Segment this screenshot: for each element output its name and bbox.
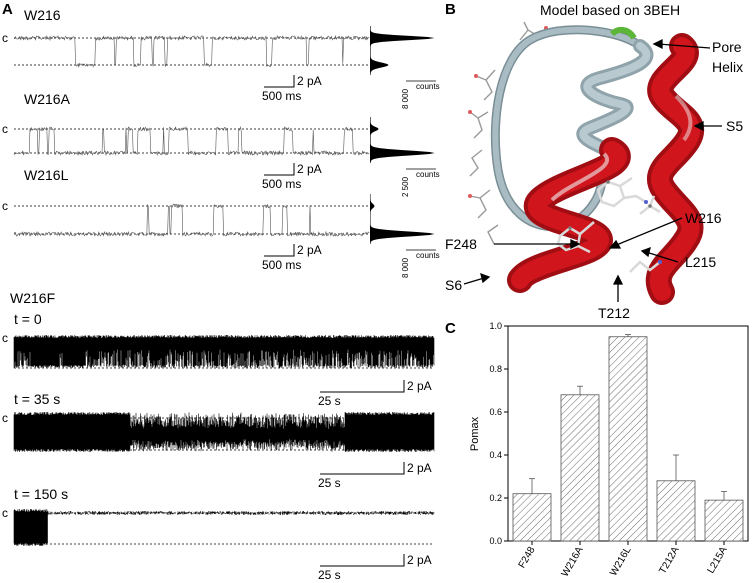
w216f-time-label: t = 35 s bbox=[14, 391, 60, 407]
panel-a-label: A bbox=[2, 1, 13, 18]
panel-b-label: B bbox=[445, 1, 456, 18]
label-f248: F248 bbox=[445, 236, 477, 252]
amplitude-histogram bbox=[370, 26, 435, 75]
model-annotation-arrows bbox=[463, 38, 722, 302]
label-l215: L215 bbox=[685, 254, 716, 270]
trace-title: W216 bbox=[24, 7, 61, 23]
scale-time-label: 25 s bbox=[318, 476, 341, 490]
scale-current-label: 2 pA bbox=[297, 74, 322, 88]
scale-current-label: 2 pA bbox=[297, 162, 322, 176]
histogram-axis-label: counts bbox=[416, 170, 440, 179]
current-trace bbox=[13, 509, 435, 546]
scale-bar bbox=[320, 554, 405, 567]
w216f-time-label: t = 150 s bbox=[14, 486, 68, 502]
scale-bar bbox=[320, 380, 405, 393]
trace-title: W216L bbox=[24, 167, 69, 183]
scale-bar bbox=[264, 244, 295, 257]
y-tick-label: 0.4 bbox=[489, 450, 502, 460]
x-tick-label: T212A bbox=[657, 545, 681, 576]
y-tick-label: 1.0 bbox=[489, 321, 502, 331]
panel-c-label: C bbox=[445, 320, 456, 337]
current-trace bbox=[13, 125, 370, 157]
scale-time-label: 500 ms bbox=[262, 258, 301, 272]
label-w216: W216 bbox=[685, 210, 722, 226]
x-tick-label: W216A bbox=[560, 545, 586, 579]
scale-time-label: 500 ms bbox=[262, 89, 301, 103]
current-trace bbox=[13, 203, 370, 237]
scale-bar bbox=[264, 75, 295, 88]
y-tick-label: 0.0 bbox=[489, 536, 502, 546]
label-pore: Pore bbox=[712, 39, 742, 55]
scale-time-label: 25 s bbox=[318, 394, 341, 408]
bar-l215a bbox=[704, 499, 744, 542]
w216f-row-3: t = 150 s c 2 pA 25 s bbox=[2, 486, 435, 582]
current-trace bbox=[13, 34, 370, 68]
scale-current-label: 2 pA bbox=[297, 243, 322, 257]
closed-level-label: c bbox=[2, 331, 8, 345]
amplitude-histogram bbox=[370, 117, 435, 163]
amplitude-histogram bbox=[370, 194, 435, 244]
closed-level-label: c bbox=[2, 506, 8, 520]
w216f-row-1: t = 0 c 2 pA 25 s bbox=[2, 311, 435, 408]
w216f-title: W216F bbox=[10, 290, 55, 306]
label-t212: T212 bbox=[598, 305, 630, 321]
scale-current-label: 2 pA bbox=[407, 553, 432, 567]
histogram-count-tick: 2 500 bbox=[401, 176, 410, 197]
bar-t212a bbox=[656, 480, 696, 542]
pomax-bar-chart: 0.0 0.2 0.4 0.6 0.8 1.0 Pomax F248 W216A W216L T21… bbox=[469, 321, 749, 579]
closed-level-label: c bbox=[2, 199, 8, 213]
histogram-count-tick: 8 000 bbox=[401, 257, 410, 278]
bar-w216l bbox=[608, 336, 648, 542]
scale-time-label: 500 ms bbox=[262, 177, 301, 191]
bar-f248 bbox=[512, 493, 552, 542]
closed-level-label: c bbox=[2, 122, 8, 136]
scale-current-label: 2 pA bbox=[407, 379, 432, 393]
scale-bar bbox=[320, 462, 405, 475]
y-axis-label: Pomax bbox=[469, 416, 481, 451]
closed-level-label: c bbox=[2, 31, 8, 45]
label-s6: S6 bbox=[445, 277, 462, 293]
model-title: Model based on 3BEH bbox=[540, 2, 680, 18]
histogram-axis-label: counts bbox=[416, 82, 440, 91]
current-trace bbox=[13, 335, 435, 368]
histogram-count-tick: 8 000 bbox=[401, 88, 410, 109]
x-tick-label: L215A bbox=[706, 545, 730, 576]
bar-w216a bbox=[560, 394, 600, 542]
y-tick-label: 0.2 bbox=[489, 493, 502, 503]
protein-model bbox=[468, 21, 704, 305]
x-tick-label: W216L bbox=[608, 545, 634, 578]
y-tick-label: 0.8 bbox=[489, 364, 502, 374]
w216f-row-2: t = 35 s c 2 pA 25 s bbox=[2, 391, 435, 490]
closed-level-label: c bbox=[2, 411, 8, 425]
y-tick-label: 0.6 bbox=[489, 407, 502, 417]
scale-bar bbox=[264, 163, 295, 176]
label-s5: S5 bbox=[726, 118, 743, 134]
scale-time-label: 25 s bbox=[318, 568, 341, 582]
histogram-axis-label: counts bbox=[416, 251, 440, 260]
x-tick-label: F248 bbox=[517, 545, 538, 571]
w216f-time-label: t = 0 bbox=[14, 311, 42, 327]
label-helix: Helix bbox=[712, 59, 743, 75]
current-trace bbox=[13, 412, 435, 452]
trace-title: W216A bbox=[24, 91, 71, 107]
scale-current-label: 2 pA bbox=[407, 461, 432, 475]
